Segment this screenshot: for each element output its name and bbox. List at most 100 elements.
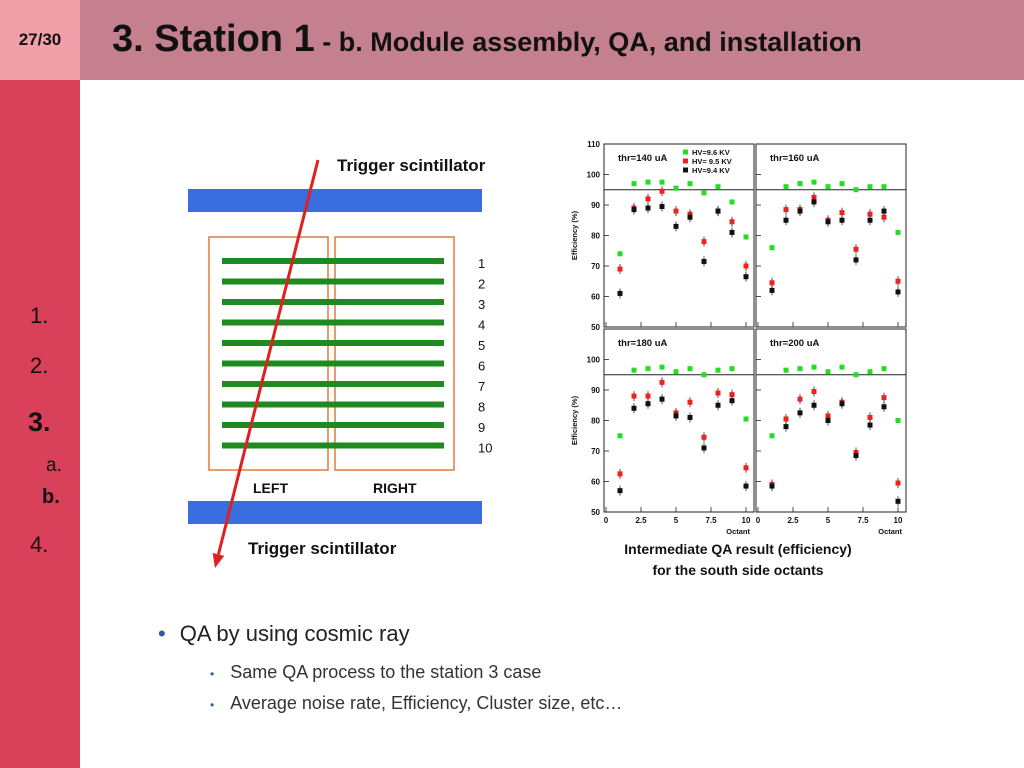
data-point [867, 211, 873, 217]
y-tick-label: 70 [591, 262, 600, 271]
data-point [783, 416, 789, 422]
data-point [701, 190, 707, 196]
strip-layer-7 [222, 381, 444, 387]
bullet-dot: • [210, 667, 215, 681]
panel-frame [755, 328, 907, 513]
layer-number: 8 [478, 400, 485, 415]
data-point [617, 471, 623, 477]
layer-numbers: 1 2 3 4 5 6 7 8 9 10 [478, 256, 492, 456]
y-tick-label: 90 [591, 201, 600, 210]
data-point [743, 234, 749, 240]
data-point [811, 389, 817, 395]
nav-item-1[interactable]: 1. [30, 303, 49, 328]
panel-frame [755, 143, 907, 328]
layer-number: 1 [478, 256, 485, 271]
data-point [783, 217, 789, 223]
data-point [701, 258, 707, 264]
data-point [729, 219, 735, 225]
efficiency-panel-2: thr=160 uA [755, 143, 907, 328]
nav-item-4[interactable]: 4. [30, 532, 49, 557]
data-point [797, 208, 803, 214]
layer-number: 7 [478, 379, 485, 394]
nav-item-3[interactable]: 3. [28, 407, 51, 437]
layer-number: 10 [478, 441, 492, 456]
x-axis-label: Octant [726, 527, 750, 536]
data-point [811, 402, 817, 408]
data-point [743, 416, 749, 422]
data-point [743, 274, 749, 280]
nav-item-3b[interactable]: b. [42, 486, 60, 508]
data-point [645, 179, 651, 185]
y-tick-label: 90 [591, 386, 600, 395]
data-point [881, 214, 887, 220]
x-tick-label: 10 [894, 516, 903, 525]
data-point [811, 364, 817, 370]
bullet-sub-2-text: Average noise rate, Efficiency, Cluster … [230, 693, 623, 713]
efficiency-panel-3: thr=180 uA [603, 328, 755, 513]
data-point [853, 187, 859, 193]
data-point [729, 398, 735, 404]
efficiency-panel-4: thr=200 uA [755, 328, 907, 513]
data-point [631, 393, 637, 399]
data-point [797, 410, 803, 416]
x-tick-label: 5 [674, 516, 679, 525]
data-point [659, 204, 665, 210]
y-axis-label: Efficiency (%) [570, 395, 579, 445]
x-tick-label: 7.5 [857, 516, 869, 525]
data-point [839, 401, 845, 407]
y-tick-label: 60 [591, 478, 600, 487]
data-point [853, 453, 859, 459]
data-point [895, 278, 901, 284]
data-point [645, 393, 651, 399]
data-point [783, 184, 789, 190]
data-point [839, 210, 845, 216]
data-point [895, 418, 901, 423]
legend-swatch [683, 158, 688, 164]
data-point [769, 287, 775, 293]
data-point [895, 498, 901, 504]
strip-layer-4 [222, 319, 444, 326]
data-point [659, 179, 665, 185]
data-point [825, 418, 831, 423]
data-point [645, 366, 651, 372]
data-point [715, 390, 721, 396]
x-tick-label: 2.5 [635, 516, 647, 525]
x-tick-label: 10 [742, 516, 751, 525]
strip-layer-2 [222, 278, 444, 285]
data-point [895, 229, 901, 235]
legend-swatch [683, 167, 688, 173]
data-point [645, 196, 651, 202]
data-point [881, 184, 887, 190]
data-point [617, 266, 623, 272]
strip-layers [222, 258, 444, 449]
data-point [881, 404, 887, 410]
data-point [839, 364, 845, 370]
data-point [769, 483, 775, 489]
data-point [715, 402, 721, 408]
data-point [673, 369, 679, 375]
data-point [659, 364, 665, 370]
panel-label: thr=160 uA [770, 153, 820, 164]
data-point [769, 280, 775, 286]
cosmic-ray-line [216, 159, 320, 555]
bullet-sub-2: • Average noise rate, Efficiency, Cluster… [210, 693, 622, 714]
legend-label: HV=9.6 KV [692, 148, 730, 157]
y-tick-label: 80 [591, 232, 600, 241]
left-module-box [208, 236, 329, 471]
data-point [811, 199, 817, 205]
data-point [673, 208, 679, 214]
x-axis-label: Octant [878, 527, 902, 536]
data-point [797, 181, 803, 187]
data-point [867, 414, 873, 420]
y-tick-label: 110 [587, 140, 600, 149]
data-point [825, 369, 831, 375]
data-point [783, 207, 789, 213]
data-point [617, 290, 623, 296]
nav-item-2[interactable]: 2. [30, 353, 49, 378]
data-point [701, 372, 707, 378]
y-tick-label: 100 [587, 356, 601, 365]
strip-layer-9 [222, 422, 444, 428]
data-point [729, 366, 735, 372]
nav-item-3a[interactable]: a. [46, 455, 62, 476]
data-point [617, 251, 623, 257]
